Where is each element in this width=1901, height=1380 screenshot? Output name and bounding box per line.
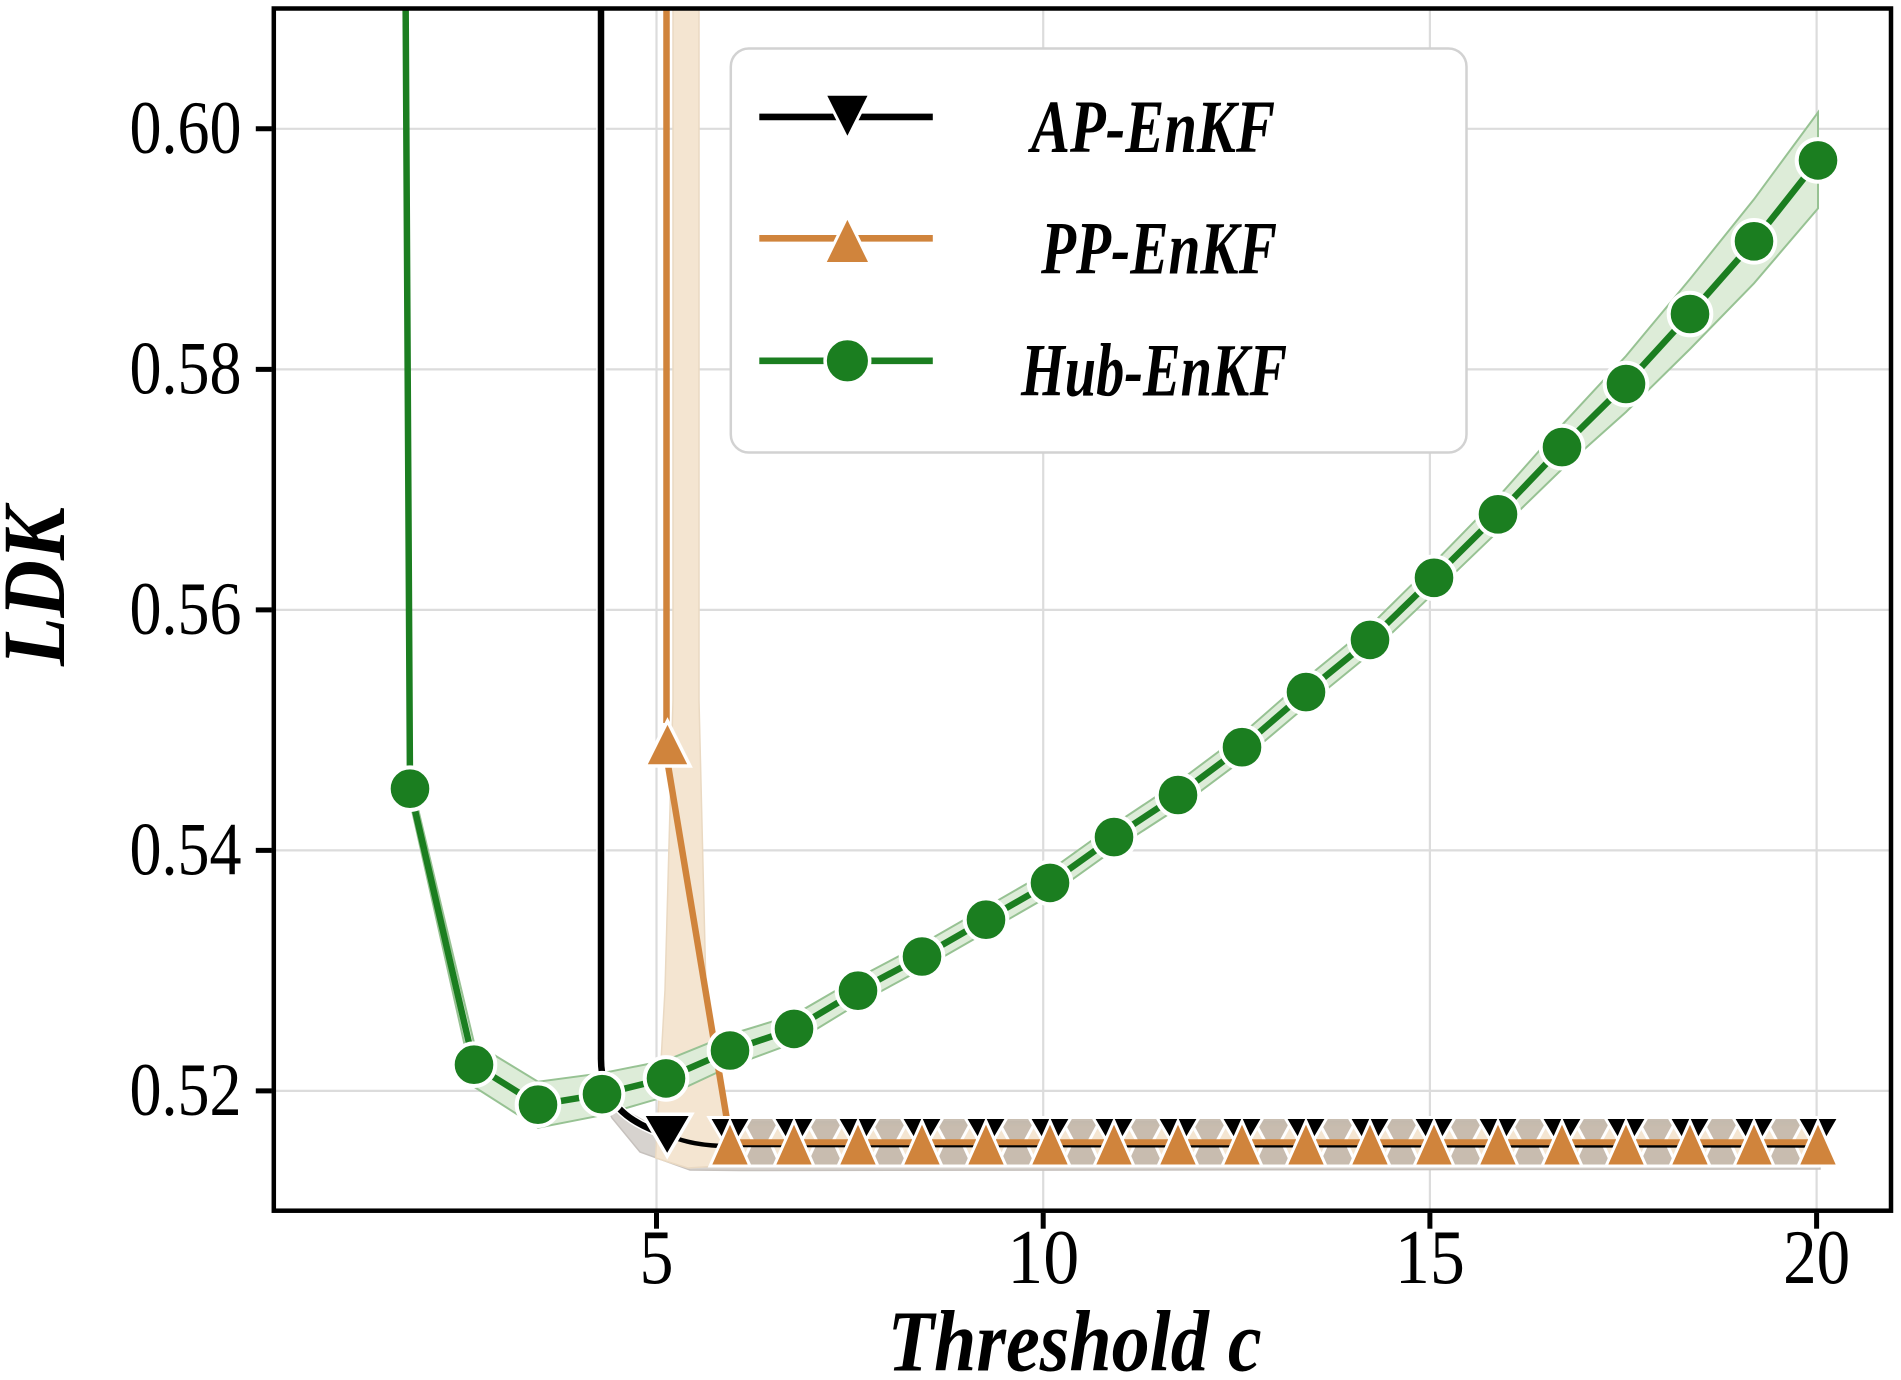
svg-text:Hub-EnKF: Hub-EnKF [1020,329,1287,412]
svg-text:10: 10 [1007,1214,1079,1300]
svg-text:0.52: 0.52 [130,1049,242,1132]
svg-text:5: 5 [640,1214,674,1300]
svg-text:LDK: LDK [0,502,84,667]
svg-text:0.60: 0.60 [130,87,242,170]
svg-text:AP-EnKF: AP-EnKF [1028,86,1275,169]
svg-text:20: 20 [1783,1214,1850,1300]
svg-text:0.58: 0.58 [130,328,242,411]
svg-text:Threshold c: Threshold c [888,1293,1262,1380]
svg-text:15: 15 [1395,1214,1465,1300]
svg-text:0.54: 0.54 [130,809,242,892]
svg-text:PP-EnKF: PP-EnKF [1040,207,1277,290]
svg-text:0.56: 0.56 [130,568,242,651]
